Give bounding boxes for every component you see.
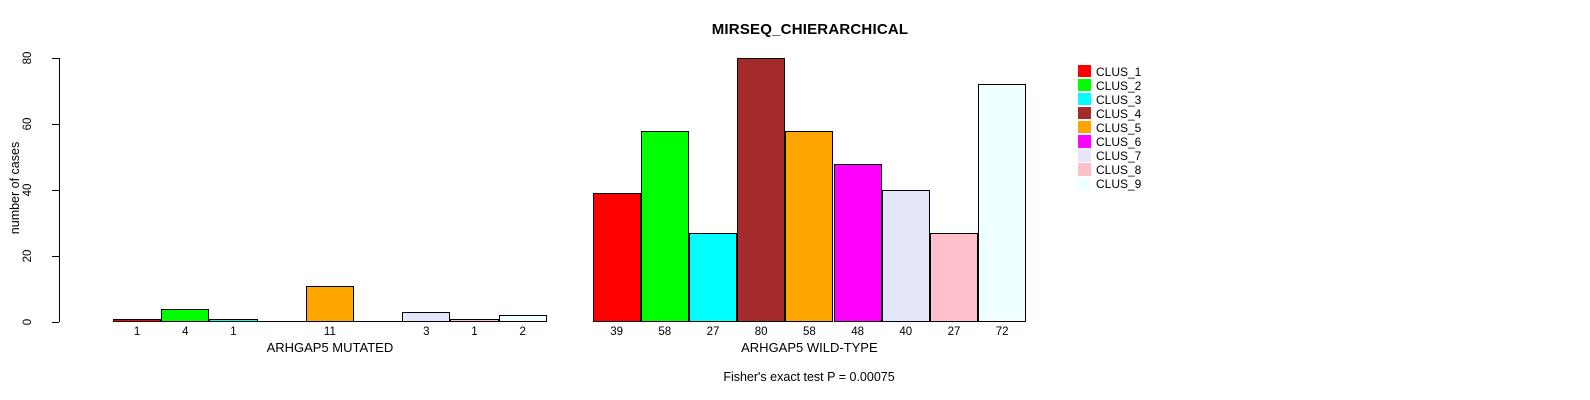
- legend-label-CLUS_4: CLUS_4: [1096, 106, 1142, 121]
- bar-CLUS_2: [640, 131, 689, 322]
- x-group-label: ARHGAP5 WILD-TYPE: [741, 340, 878, 355]
- bar-value-label: 1: [230, 326, 237, 338]
- bar-value-label: 58: [802, 326, 816, 338]
- bar-value-label: 2: [519, 326, 526, 338]
- bar-CLUS_7: [881, 190, 930, 322]
- y-tick-mark: [52, 322, 59, 323]
- legend-label-CLUS_5: CLUS_5: [1096, 120, 1142, 135]
- legend-label-CLUS_1: CLUS_1: [1096, 64, 1142, 79]
- y-tick-mark: [52, 256, 59, 257]
- bar-CLUS_1: [113, 319, 162, 322]
- bar-CLUS_8: [450, 319, 499, 322]
- bar-value-label: 39: [610, 326, 623, 338]
- bar-CLUS_2: [161, 309, 210, 322]
- legend-swatch-CLUS_3: [1078, 92, 1091, 106]
- legend-swatch-CLUS_2: [1078, 78, 1091, 92]
- legend-swatch-CLUS_4: [1078, 106, 1091, 120]
- bar-value-label: 4: [182, 326, 189, 338]
- bar-value-label: 3: [423, 326, 430, 338]
- y-tick-label: 20: [22, 249, 34, 263]
- bar-CLUS_9: [978, 84, 1027, 322]
- y-tick-label: 80: [22, 51, 34, 65]
- bar-CLUS_4: [737, 58, 786, 322]
- y-axis-label: number of cases: [8, 141, 22, 235]
- y-tick-label: 60: [22, 117, 34, 131]
- bar-value-label: 27: [706, 326, 720, 338]
- bar-CLUS_6: [833, 164, 882, 322]
- bar-CLUS_5: [305, 286, 354, 322]
- legend-swatch-CLUS_6: [1078, 135, 1091, 148]
- bar-CLUS_9: [498, 315, 547, 322]
- bar-value-label: 48: [851, 326, 864, 338]
- chart-title: MIRSEQ_CHIERARCHICAL: [711, 21, 909, 38]
- bar-value-label: 58: [658, 326, 672, 338]
- legend-swatch-CLUS_1: [1078, 64, 1091, 77]
- bar-value-label: 27: [947, 326, 961, 338]
- y-tick-mark: [52, 58, 59, 59]
- bar-CLUS_1: [592, 193, 641, 322]
- bar-CLUS_5: [785, 131, 834, 322]
- bar-CLUS_3: [688, 233, 738, 322]
- bar-value-label: 1: [471, 326, 478, 338]
- bar-CLUS_4-zero: [257, 321, 306, 322]
- legend-label-CLUS_2: CLUS_2: [1096, 78, 1142, 93]
- legend-label-CLUS_7: CLUS_7: [1096, 149, 1142, 164]
- legend-swatch-CLUS_8: [1078, 163, 1091, 176]
- x-group-label: ARHGAP5 MUTATED: [266, 340, 394, 355]
- bar-value-label: 1: [133, 326, 141, 338]
- bar-CLUS_6-zero: [354, 321, 403, 322]
- bar-CLUS_7: [402, 312, 451, 322]
- legend-swatch-CLUS_7: [1078, 149, 1091, 162]
- bar-value-label: 40: [899, 326, 913, 338]
- bar-value-label: 11: [323, 326, 336, 338]
- y-axis-line: [59, 58, 60, 322]
- bar-CLUS_3: [209, 319, 258, 322]
- y-tick-label: 40: [22, 183, 34, 197]
- bar-CLUS_8: [929, 233, 979, 322]
- legend-label-CLUS_8: CLUS_8: [1096, 163, 1142, 178]
- legend-swatch-CLUS_9: [1078, 177, 1091, 190]
- legend-swatch-CLUS_5: [1078, 120, 1091, 134]
- y-tick-mark: [52, 124, 59, 125]
- fisher-test-annotation: Fisher's exact test P = 0.00075: [723, 370, 895, 384]
- bar-value-label: 72: [995, 326, 1009, 338]
- y-tick-mark: [52, 190, 59, 191]
- bar-value-label: 80: [754, 326, 768, 338]
- y-tick-label: 0: [22, 318, 34, 326]
- legend-label-CLUS_3: CLUS_3: [1096, 92, 1142, 107]
- legend-label-CLUS_6: CLUS_6: [1096, 135, 1142, 149]
- legend-label-CLUS_9: CLUS_9: [1096, 177, 1142, 192]
